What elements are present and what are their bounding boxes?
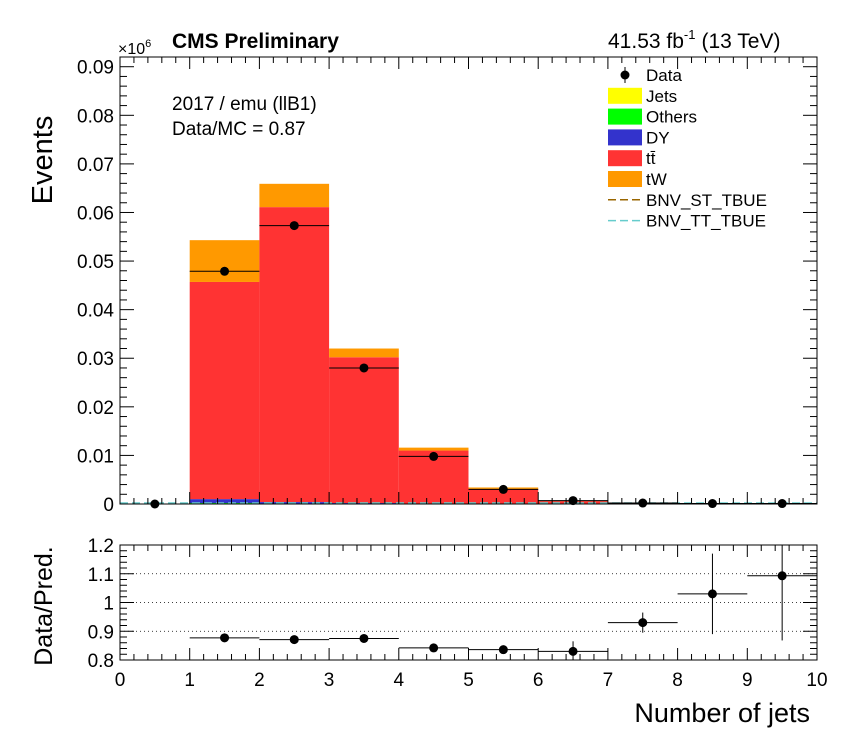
bar-tt-bin-5: [468, 488, 539, 504]
x-tick-label: 5: [463, 670, 474, 691]
ratio-y-tick-label: 0.8: [88, 651, 114, 672]
x-axis-title: Number of jets: [634, 698, 810, 728]
y-tick-label: 0.01: [77, 446, 114, 467]
lumi-label: 41.53 fb-1 (13 TeV): [608, 27, 780, 53]
main-x-axis: [119, 57, 818, 504]
ratio-points: [189, 545, 817, 660]
legend-swatch: [608, 108, 642, 125]
legend-label: BNV_TT_TBUE: [646, 212, 766, 231]
legend-swatch: [608, 171, 642, 187]
ratio-y-axis-title: Data/Pred.: [30, 546, 58, 666]
bar-DY-bin-1: [189, 499, 260, 504]
legend-swatch: [608, 129, 642, 146]
bar-tW-bin-3: [329, 348, 399, 358]
ratio-x-axis: 0 1 2 3 4 5 6 7 8 9 10: [115, 545, 828, 691]
y-axis-title: Events: [27, 116, 59, 205]
legend-swatch: [608, 87, 642, 104]
ratio-point: [289, 635, 299, 645]
legend-label: Data: [646, 66, 682, 85]
legend-item-tt: tt̄: [608, 149, 656, 168]
legend-item-BNVSTTBUE: BNV_ST_TBUE: [608, 191, 767, 210]
ratio-y-tick-label: 1.1: [88, 565, 114, 586]
lumi-value: 41.53 fb: [608, 30, 684, 53]
ratio-point: [498, 645, 508, 655]
data-point: [498, 484, 508, 494]
y-tick-label: 0.05: [77, 252, 114, 273]
y-tick-label: 0.02: [77, 398, 114, 419]
bar-tt-bin-3: [329, 357, 399, 504]
y-multiplier: ×106: [118, 38, 151, 58]
y-multiplier-base: ×10: [118, 41, 145, 58]
ratio-point: [220, 633, 230, 643]
ratio-grid: [120, 573, 817, 632]
stack-bars: [120, 183, 817, 505]
ratio-point: [638, 618, 648, 628]
bar-tW-bin-4: [398, 447, 469, 451]
info-ratio: Data/MC = 0.87: [172, 119, 306, 140]
energy-label: (13 TeV): [701, 30, 780, 53]
data-point: [429, 451, 439, 461]
legend-swatch: [608, 150, 642, 167]
y-tick-label: 0.06: [77, 203, 114, 224]
y-multiplier-exp: 6: [145, 38, 151, 50]
x-tick-label: 8: [672, 670, 683, 691]
ratio-point: [777, 571, 787, 581]
ratio-point: [707, 589, 717, 599]
x-tick-label: 7: [603, 670, 614, 691]
legend-item-Data: Data: [620, 66, 682, 85]
x-tick-label: 6: [533, 670, 544, 691]
cms-label: CMS Preliminary: [172, 30, 339, 53]
legend-item-BNVTTTBUE: BNV_TT_TBUE: [608, 212, 766, 231]
legend-item-Jets: Jets: [608, 87, 677, 106]
x-tick-label: 0: [115, 670, 126, 691]
data-point: [568, 496, 578, 506]
y-tick-label: 0.07: [77, 155, 114, 176]
data-point: [220, 266, 230, 276]
bar-tt-bin-2: [259, 207, 330, 503]
ratio-y-tick-label: 1.2: [88, 536, 114, 557]
data-point: [359, 363, 369, 373]
data-point: [289, 221, 299, 231]
data-point: [638, 498, 648, 508]
legend-item-DY: DY: [608, 128, 670, 147]
ratio-y-axis: 0.8 0.9 1 1.1 1.2: [88, 536, 817, 672]
y-tick-label: 0.08: [77, 106, 114, 127]
legend-label: Others: [646, 108, 697, 127]
ratio-point: [568, 646, 578, 656]
legend-label: tt̄: [646, 149, 656, 168]
y-tick-label: 0.03: [77, 349, 114, 370]
info-selection: 2017 / emu (llB1): [172, 94, 317, 115]
bar-tt-bin-1: [189, 281, 260, 500]
x-tick-label: 2: [254, 670, 265, 691]
legend-item-tW: tW: [608, 170, 667, 189]
legend-label: BNV_ST_TBUE: [646, 191, 767, 210]
x-tick-label: 4: [394, 670, 405, 691]
legend-label: tW: [646, 170, 667, 189]
ratio-point: [359, 633, 369, 643]
bar-tW-bin-2: [259, 183, 330, 208]
x-tick-label: 3: [324, 670, 335, 691]
x-tick-label: 9: [742, 670, 753, 691]
ratio-point: [429, 643, 439, 653]
y-tick-label: 0.09: [77, 58, 114, 79]
ratio-y-tick-label: 1: [103, 594, 114, 615]
x-tick-label: 10: [806, 670, 827, 691]
ratio-y-tick-label: 0.9: [88, 622, 114, 643]
lumi-exponent: -1: [684, 27, 696, 42]
legend-marker: [620, 70, 630, 80]
main-y-axis: 0 0.01 0.02 0.03 0.04 0.05 0.06 0.07 0.08 0.09: [77, 58, 817, 516]
y-tick-label: 0: [103, 495, 114, 516]
legend-label: DY: [646, 128, 670, 147]
legend-label: Jets: [646, 87, 677, 106]
x-tick-label: 1: [184, 670, 195, 691]
legend-item-Others: Others: [608, 108, 697, 127]
y-tick-label: 0.04: [77, 301, 114, 322]
